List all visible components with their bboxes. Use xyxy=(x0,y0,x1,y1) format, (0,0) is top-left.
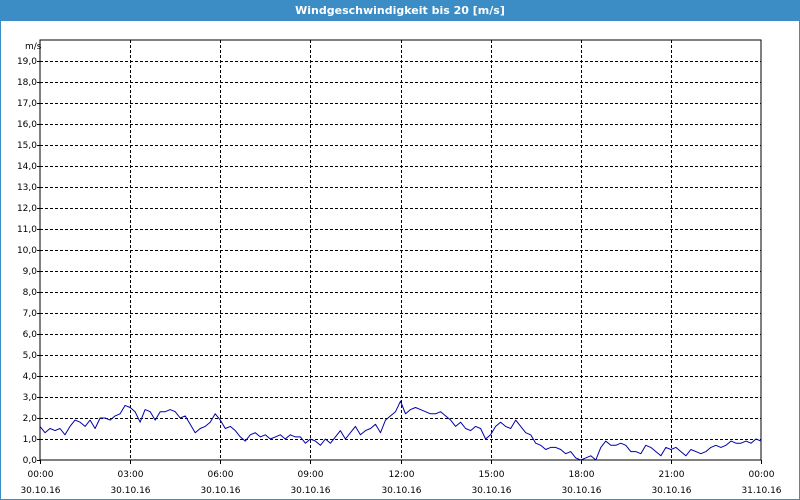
grid-layer xyxy=(40,40,761,460)
x-tick-date-label: 30.10.16 xyxy=(471,486,511,496)
y-tick-label: 8,0 xyxy=(23,288,38,298)
y-tick-label: 1,0 xyxy=(23,435,38,445)
wind-speed-chart: m/s 0,0 1,0 2,0 3,0 4,0 5,0 6,0 7,0 8,0 9,0 10,0 11… xyxy=(17,39,782,496)
y-tick-label: 19,0 xyxy=(17,57,37,67)
x-tick-time-label: 12:00 xyxy=(389,470,415,480)
x-tick-date-label: 30.10.16 xyxy=(381,486,421,496)
x-tick-date-label: 30.10.16 xyxy=(561,486,601,496)
x-tick-time-label: 15:00 xyxy=(479,470,505,480)
x-tick-date-label: 30.10.16 xyxy=(290,486,330,496)
y-tick-label: 9,0 xyxy=(23,267,38,277)
y-tick-labels: 0,0 1,0 2,0 3,0 4,0 5,0 6,0 7,0 8,0 9,0 10,0 11,0 12… xyxy=(17,57,40,466)
wind-speed-series-line xyxy=(39,400,762,461)
y-tick-label: 6,0 xyxy=(23,330,38,340)
x-tick-date-label: 30.10.16 xyxy=(110,486,150,496)
y-tick-label: 5,0 xyxy=(23,351,38,361)
y-tick-label: 18,0 xyxy=(17,78,37,88)
x-tick-time-label: 06:00 xyxy=(208,470,234,480)
y-tick-label: 10,0 xyxy=(17,246,37,256)
x-tick-time-label: 21:00 xyxy=(659,470,685,480)
window-title: Windgeschwindigkeit bis 20 [m/s] xyxy=(1,1,799,21)
x-tick-date-label: 30.10.16 xyxy=(200,486,240,496)
y-tick-label: 14,0 xyxy=(17,162,37,172)
y-tick-label: 16,0 xyxy=(17,120,37,130)
x-tick-time-label: 00:00 xyxy=(749,470,775,480)
y-tick-label: 0,0 xyxy=(23,456,38,466)
x-tick-date-label: 30.10.16 xyxy=(651,486,691,496)
y-tick-label: 12,0 xyxy=(17,204,37,214)
x-tick-date-label: 31.10.16 xyxy=(741,486,781,496)
y-tick-label: 17,0 xyxy=(17,99,37,109)
y-tick-label: 2,0 xyxy=(23,414,38,424)
y-tick-label: 3,0 xyxy=(23,393,38,403)
x-tick-time-label: 03:00 xyxy=(118,470,144,480)
y-tick-label: 11,0 xyxy=(17,225,37,235)
x-tick-time-label: 09:00 xyxy=(298,470,324,480)
series-layer xyxy=(39,400,762,461)
x-tick-labels: 00:00 30.10.16 03:00 30.10.16 06:00 30.10.16 0… xyxy=(20,460,782,496)
y-tick-label: 4,0 xyxy=(23,372,38,382)
x-tick-time-label: 18:00 xyxy=(569,470,595,480)
y-tick-label: 7,0 xyxy=(23,309,38,319)
x-tick-date-label: 30.10.16 xyxy=(20,486,60,496)
y-tick-label: 15,0 xyxy=(17,141,37,151)
x-tick-time-label: 00:00 xyxy=(28,470,54,480)
y-axis-unit-label: m/s xyxy=(25,42,42,52)
y-tick-label: 13,0 xyxy=(17,183,37,193)
